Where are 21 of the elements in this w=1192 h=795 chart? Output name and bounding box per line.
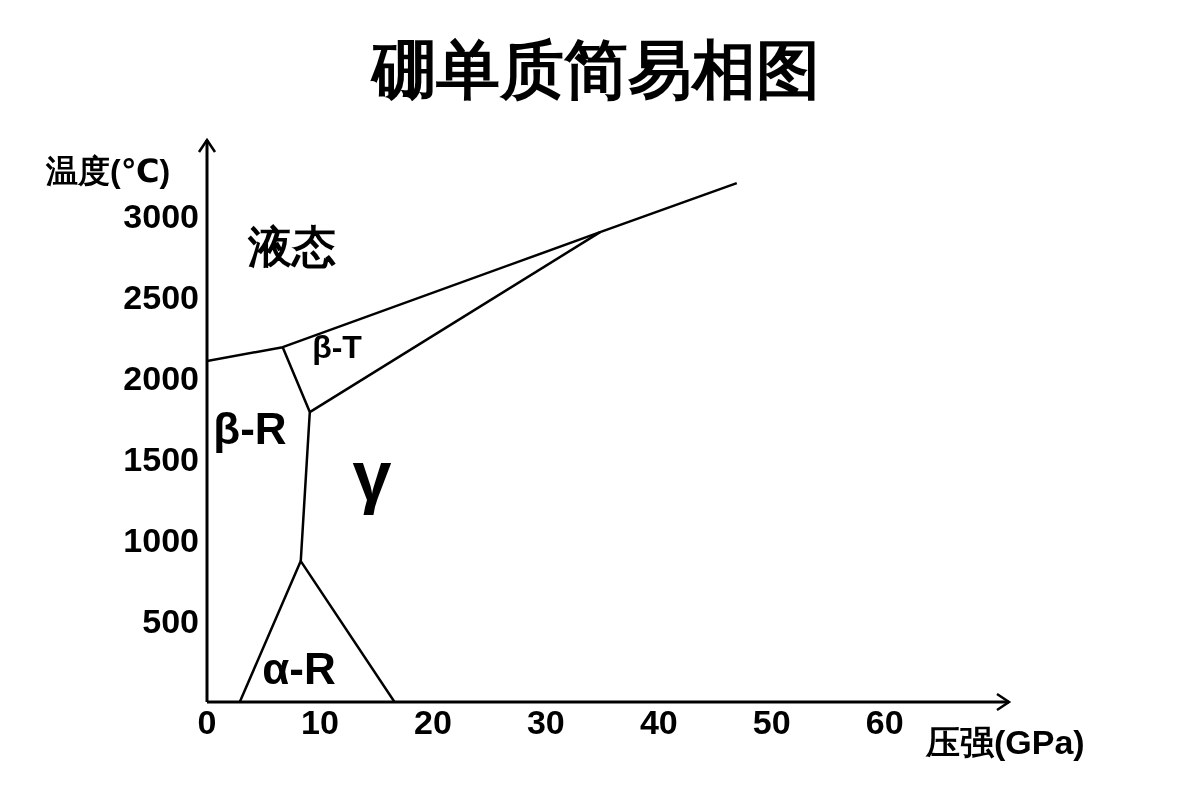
x-tick-label: 20 <box>414 703 452 742</box>
annotation: β-T <box>312 329 363 366</box>
x-tick-label: 0 <box>197 703 217 742</box>
x-tick-label: 10 <box>301 703 339 742</box>
annotation: α-R <box>262 643 336 693</box>
y-tick-label: 2500 <box>123 278 199 317</box>
x-tick-label: 40 <box>639 703 678 742</box>
x-tick-label: 50 <box>752 703 791 742</box>
y-tick-label: 500 <box>142 602 199 641</box>
chart-title: 硼单质简易相图 <box>369 33 821 108</box>
annotation: β-R <box>213 403 287 453</box>
x-tick-label: 30 <box>526 703 565 742</box>
x-tick-label: 60 <box>865 703 904 742</box>
y-tick-label: 1500 <box>123 440 199 479</box>
annotation: 液态 <box>247 221 336 271</box>
y-tick-label: 1000 <box>123 521 199 560</box>
annotation: γ <box>352 437 392 516</box>
x-axis-title: 压强(GPa) <box>926 722 1085 763</box>
y-tick-label: 3000 <box>123 197 199 236</box>
y-tick-label: 2000 <box>123 359 199 398</box>
y-axis-title: 温度(℃) <box>46 152 171 191</box>
